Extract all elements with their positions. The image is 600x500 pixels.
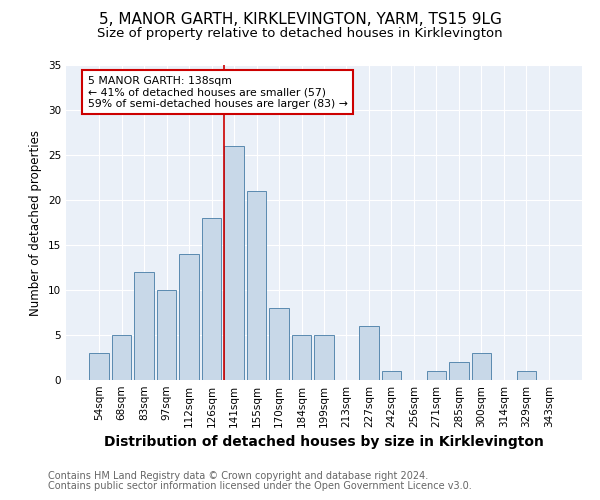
- Bar: [224, 146, 244, 380]
- Text: Contains HM Land Registry data © Crown copyright and database right 2024.: Contains HM Land Registry data © Crown c…: [48, 471, 428, 481]
- Bar: [427, 371, 446, 380]
- Bar: [157, 290, 176, 380]
- Bar: [449, 362, 469, 380]
- Y-axis label: Number of detached properties: Number of detached properties: [29, 130, 43, 316]
- Bar: [517, 371, 536, 380]
- Bar: [89, 353, 109, 380]
- Bar: [179, 254, 199, 380]
- Bar: [134, 272, 154, 380]
- Text: Contains public sector information licensed under the Open Government Licence v3: Contains public sector information licen…: [48, 481, 472, 491]
- Bar: [269, 308, 289, 380]
- X-axis label: Distribution of detached houses by size in Kirklevington: Distribution of detached houses by size …: [104, 436, 544, 450]
- Bar: [359, 326, 379, 380]
- Bar: [382, 371, 401, 380]
- Text: 5, MANOR GARTH, KIRKLEVINGTON, YARM, TS15 9LG: 5, MANOR GARTH, KIRKLEVINGTON, YARM, TS1…: [98, 12, 502, 28]
- Text: 5 MANOR GARTH: 138sqm
← 41% of detached houses are smaller (57)
59% of semi-deta: 5 MANOR GARTH: 138sqm ← 41% of detached …: [88, 76, 347, 109]
- Bar: [202, 218, 221, 380]
- Bar: [112, 335, 131, 380]
- Text: Size of property relative to detached houses in Kirklevington: Size of property relative to detached ho…: [97, 28, 503, 40]
- Bar: [292, 335, 311, 380]
- Bar: [314, 335, 334, 380]
- Bar: [247, 191, 266, 380]
- Bar: [472, 353, 491, 380]
